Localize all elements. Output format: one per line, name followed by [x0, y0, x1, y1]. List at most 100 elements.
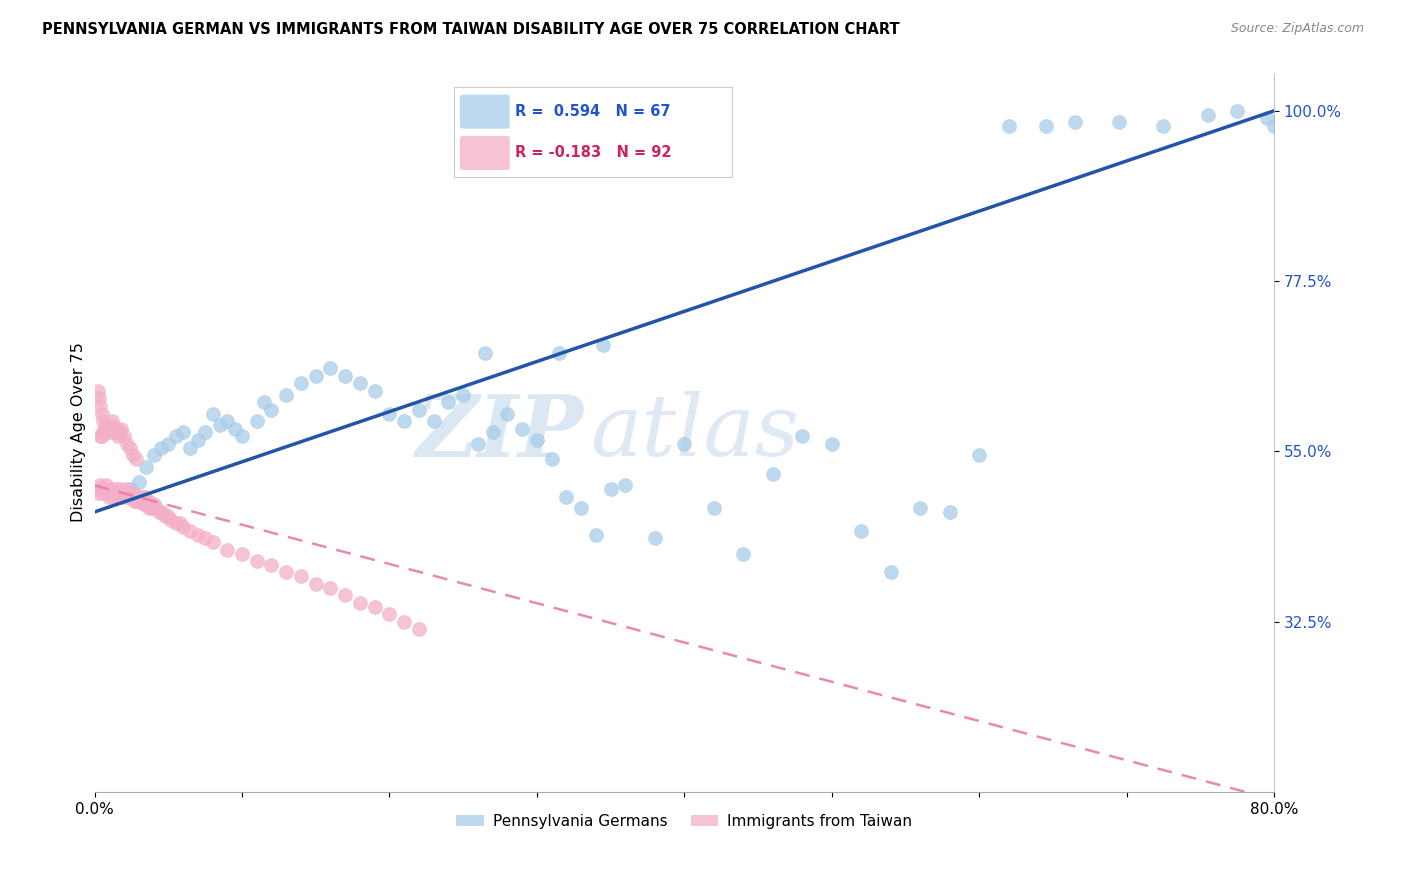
Point — [165, 429, 187, 443]
Point — [125, 452, 148, 467]
Point — [101, 482, 124, 496]
Point — [91, 482, 114, 496]
Point — [118, 486, 141, 500]
Point — [555, 490, 578, 504]
Point — [97, 486, 120, 500]
Point — [108, 425, 131, 440]
Point — [135, 459, 157, 474]
Point — [224, 422, 246, 436]
Point — [364, 384, 387, 398]
Text: atlas: atlas — [591, 391, 799, 474]
Point — [145, 501, 167, 516]
Point — [1035, 119, 1057, 133]
Point — [100, 417, 122, 432]
Point — [103, 486, 125, 500]
Point — [169, 516, 191, 531]
Point — [437, 395, 460, 409]
Point — [644, 532, 666, 546]
Point — [114, 486, 136, 500]
Legend: Pennsylvania Germans, Immigrants from Taiwan: Pennsylvania Germans, Immigrants from Ta… — [450, 807, 918, 835]
Point — [107, 429, 129, 443]
Point — [172, 520, 194, 534]
Point — [87, 392, 110, 406]
Point — [141, 501, 163, 516]
Point — [335, 368, 357, 383]
Point — [115, 437, 138, 451]
Point — [481, 425, 503, 440]
Point — [104, 490, 127, 504]
Point — [673, 437, 696, 451]
Point — [165, 516, 187, 531]
Point — [364, 599, 387, 614]
Point — [179, 524, 201, 538]
Point — [96, 417, 118, 432]
Point — [569, 501, 592, 516]
Point — [792, 429, 814, 443]
Point — [378, 407, 401, 421]
Point — [1108, 115, 1130, 129]
Point — [526, 433, 548, 447]
Point — [290, 376, 312, 391]
Point — [110, 422, 132, 436]
Point — [592, 338, 614, 352]
Point — [127, 493, 149, 508]
Point — [319, 361, 342, 376]
Point — [496, 407, 519, 421]
Point — [246, 414, 269, 428]
Point — [422, 414, 444, 428]
Text: ZIP: ZIP — [416, 391, 583, 475]
Point — [997, 119, 1019, 133]
Point — [276, 387, 298, 401]
Point — [111, 486, 134, 500]
Point — [120, 482, 142, 496]
Point — [260, 402, 283, 417]
Point — [155, 508, 177, 523]
Point — [94, 422, 117, 436]
Point — [96, 478, 118, 492]
Point — [821, 437, 844, 451]
Point — [157, 437, 180, 451]
Point — [335, 588, 357, 602]
Point — [105, 422, 128, 436]
Point — [135, 497, 157, 511]
Point — [938, 505, 960, 519]
Point — [125, 490, 148, 504]
Point — [157, 508, 180, 523]
Point — [585, 527, 607, 541]
Point — [1256, 112, 1278, 126]
Point — [94, 482, 117, 496]
Point — [548, 346, 571, 360]
Point — [1226, 103, 1249, 118]
Point — [93, 486, 115, 500]
Point — [94, 422, 117, 436]
Point — [108, 490, 131, 504]
Point — [880, 566, 903, 580]
Point — [131, 490, 153, 504]
Point — [142, 448, 165, 462]
Point — [260, 558, 283, 572]
Point — [105, 482, 128, 496]
Point — [1197, 107, 1219, 121]
Point — [128, 490, 150, 504]
Point — [104, 425, 127, 440]
Point — [290, 569, 312, 583]
Point — [136, 493, 159, 508]
Point — [93, 414, 115, 428]
Point — [733, 547, 755, 561]
Point — [172, 425, 194, 440]
Point — [253, 395, 276, 409]
Point — [160, 512, 183, 526]
Point — [231, 547, 253, 561]
Point — [408, 622, 430, 636]
Point — [110, 482, 132, 496]
Point — [138, 501, 160, 516]
Point — [1263, 119, 1285, 133]
Point — [86, 384, 108, 398]
Point — [231, 429, 253, 443]
Point — [89, 478, 111, 492]
Point — [408, 402, 430, 417]
Point — [392, 615, 415, 629]
Point — [474, 346, 496, 360]
Point — [87, 482, 110, 496]
Point — [86, 486, 108, 500]
